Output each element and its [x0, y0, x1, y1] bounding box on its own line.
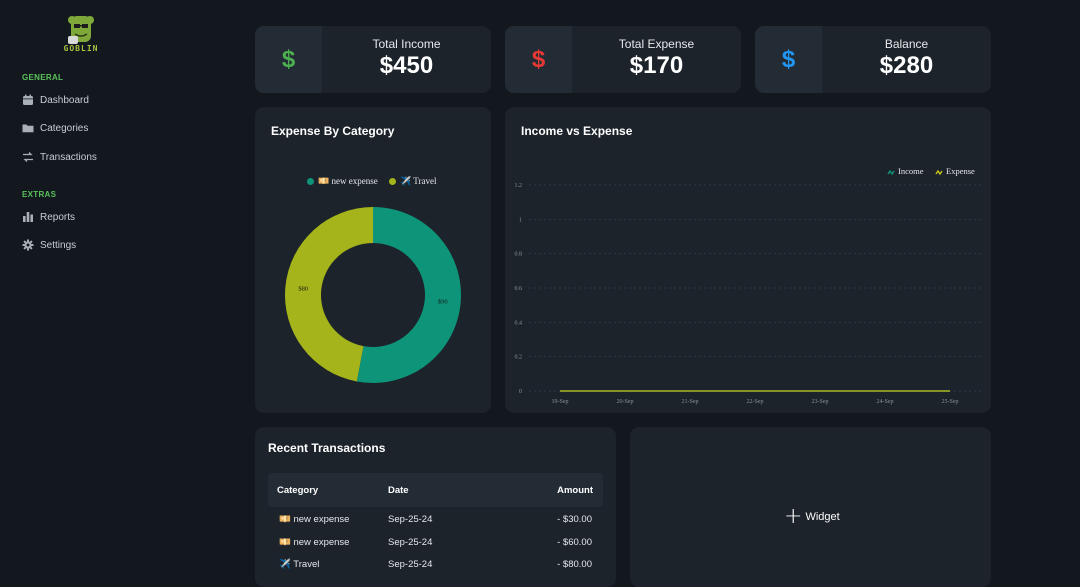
recent-transactions-card: Recent Transactions Category Date Amount… [255, 427, 616, 587]
pie-slice[interactable] [356, 207, 461, 383]
column-header-amount[interactable]: Amount [557, 485, 593, 496]
dollar-icon: $ [505, 26, 572, 93]
stat-card-total-expense: $ Total Expense $170 [505, 26, 741, 93]
legend-label: ✈️ Travel [400, 176, 437, 186]
table-header [268, 473, 603, 507]
slice-data-label: $90 [438, 298, 448, 305]
stat-card-total-income: $ Total Income $450 [255, 26, 491, 93]
y-tick-label: 0.8 [515, 252, 523, 258]
cell-category: ✈️ Travel [279, 559, 320, 570]
legend-item-new-expense[interactable]: 💴 new expense [307, 176, 378, 187]
dollar-icon: $ [755, 26, 822, 93]
slice-data-label: $80 [298, 286, 308, 293]
legend-label: Expense [946, 166, 975, 176]
x-tick-label: 21-Sep [682, 399, 699, 405]
stat-value: $450 [379, 52, 434, 79]
stat-card-balance: $ Balance $280 [755, 26, 991, 93]
sidebar-item-dashboard[interactable]: Dashboard [22, 91, 89, 109]
cell-amount: - $30.00 [557, 514, 592, 525]
bar-chart-icon [23, 212, 33, 222]
sidebar-item-label: Transactions [40, 151, 97, 163]
sidebar-item-transactions[interactable]: Transactions [22, 148, 97, 166]
x-tick-label: 22-Sep [747, 399, 764, 405]
legend-label: 💴 new expense [318, 176, 378, 186]
stat-value: $280 [879, 52, 934, 79]
sidebar-item-label: Reports [40, 211, 76, 223]
sidebar-item-label: Dashboard [40, 94, 89, 106]
stat-value: $170 [629, 52, 684, 79]
sidebar: GOBLIN GENERAL Dashboard Categories Tran… [0, 0, 170, 568]
card-title: Expense By Category [271, 124, 395, 138]
line-chart: 0 0.2 0.4 0.6 0.8 1 1.2 19-Sep 20-Sep 21-Sep 22-Se… [515, 166, 983, 405]
x-tick-label: 19-Sep [552, 399, 569, 405]
legend-swatch [307, 178, 314, 185]
plus-icon: + [784, 504, 803, 529]
x-tick-label: 24-Sep [877, 399, 894, 405]
legend-item-expense[interactable]: Expense [935, 166, 975, 176]
sidebar-item-label: Categories [40, 122, 89, 134]
sidebar-item-categories[interactable]: Categories [22, 119, 88, 137]
sidebar-item-settings[interactable]: Settings [22, 236, 76, 254]
pie-slice[interactable] [284, 207, 373, 382]
legend-swatch [935, 169, 943, 176]
y-tick-label: 0.6 [515, 286, 523, 292]
legend-item-income[interactable]: Income [887, 166, 924, 176]
gear-icon [22, 239, 34, 251]
cell-amount: - $60.00 [557, 537, 592, 548]
y-tick-label: 0 [519, 389, 522, 395]
stat-label: Balance [884, 37, 929, 51]
cell-amount: - $80.00 [557, 559, 592, 570]
cell-category: 💴 new expense [279, 537, 350, 548]
dollar-icon: $ [255, 26, 322, 93]
legend-swatch [887, 169, 895, 176]
calendar-icon [23, 94, 33, 105]
goblin-logo[interactable] [62, 12, 100, 54]
x-tick-label: 25-Sep [942, 399, 959, 405]
legend-swatch [389, 178, 396, 185]
swap-arrows-icon [23, 152, 33, 162]
cell-category: 💴 new expense [279, 514, 350, 525]
card-title: Recent Transactions [268, 441, 386, 455]
sidebar-item-reports[interactable]: Reports [22, 208, 75, 226]
donut-chart: $90 $80 [284, 207, 461, 383]
stat-label: Total Income [372, 37, 441, 51]
legend-item-travel[interactable]: ✈️ Travel [389, 176, 436, 187]
card-title: Income vs Expense [521, 124, 633, 138]
add-widget-card: + Widget [630, 427, 991, 587]
x-tick-label: 20-Sep [617, 399, 634, 405]
sidebar-item-label: Settings [40, 239, 77, 251]
cell-date: Sep-25-24 [388, 537, 433, 548]
x-tick-label: 23-Sep [812, 399, 829, 405]
column-header-category[interactable]: Category [277, 485, 319, 496]
stat-label: Total Expense [618, 37, 695, 51]
cell-date: Sep-25-24 [388, 514, 433, 525]
expense-by-category-card: Expense By Category 💴 new expense ✈️ Tra… [255, 107, 491, 413]
y-tick-label: 0.2 [515, 355, 523, 361]
income-vs-expense-card: Income vs Expense 0 0.2 0.4 0.6 0.8 1 1.2 19-Se… [505, 107, 991, 413]
y-tick-label: 1 [519, 217, 522, 223]
section-title-general: GENERAL [22, 73, 64, 82]
add-widget-label: Widget [805, 511, 840, 523]
legend-label: Income [898, 166, 924, 176]
cell-date: Sep-25-24 [388, 559, 433, 570]
y-tick-label: 1.2 [515, 183, 523, 189]
column-header-date[interactable]: Date [388, 485, 409, 496]
brand-name: GOBLIN [63, 44, 99, 53]
folder-icon [22, 124, 34, 133]
y-tick-label: 0.4 [515, 320, 523, 326]
add-widget-button[interactable]: + Widget [784, 504, 840, 529]
section-title-extras: EXTRAS [22, 190, 57, 199]
